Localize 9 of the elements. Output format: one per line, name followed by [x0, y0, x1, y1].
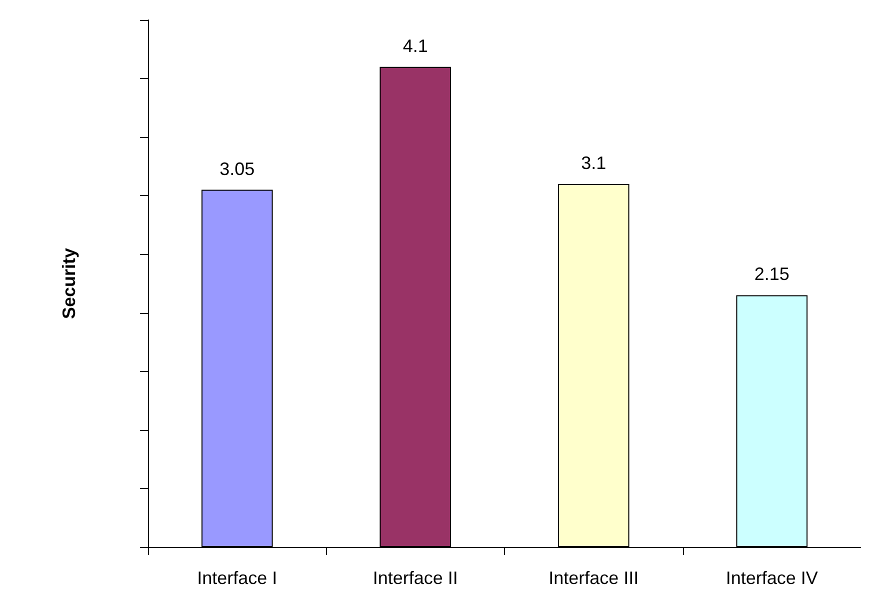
x-tick-label: Interface IV — [726, 568, 818, 588]
x-tick-label: Interface III — [548, 568, 639, 588]
data-label: 4.1 — [402, 36, 428, 56]
x-tick-label: Interface II — [372, 568, 458, 588]
y-axis-title: Security — [59, 248, 79, 320]
data-label: 2.15 — [754, 264, 790, 284]
data-label: 3.1 — [581, 152, 606, 173]
data-label: 3.05 — [220, 158, 255, 179]
x-tick-label: Interface I — [197, 568, 278, 588]
